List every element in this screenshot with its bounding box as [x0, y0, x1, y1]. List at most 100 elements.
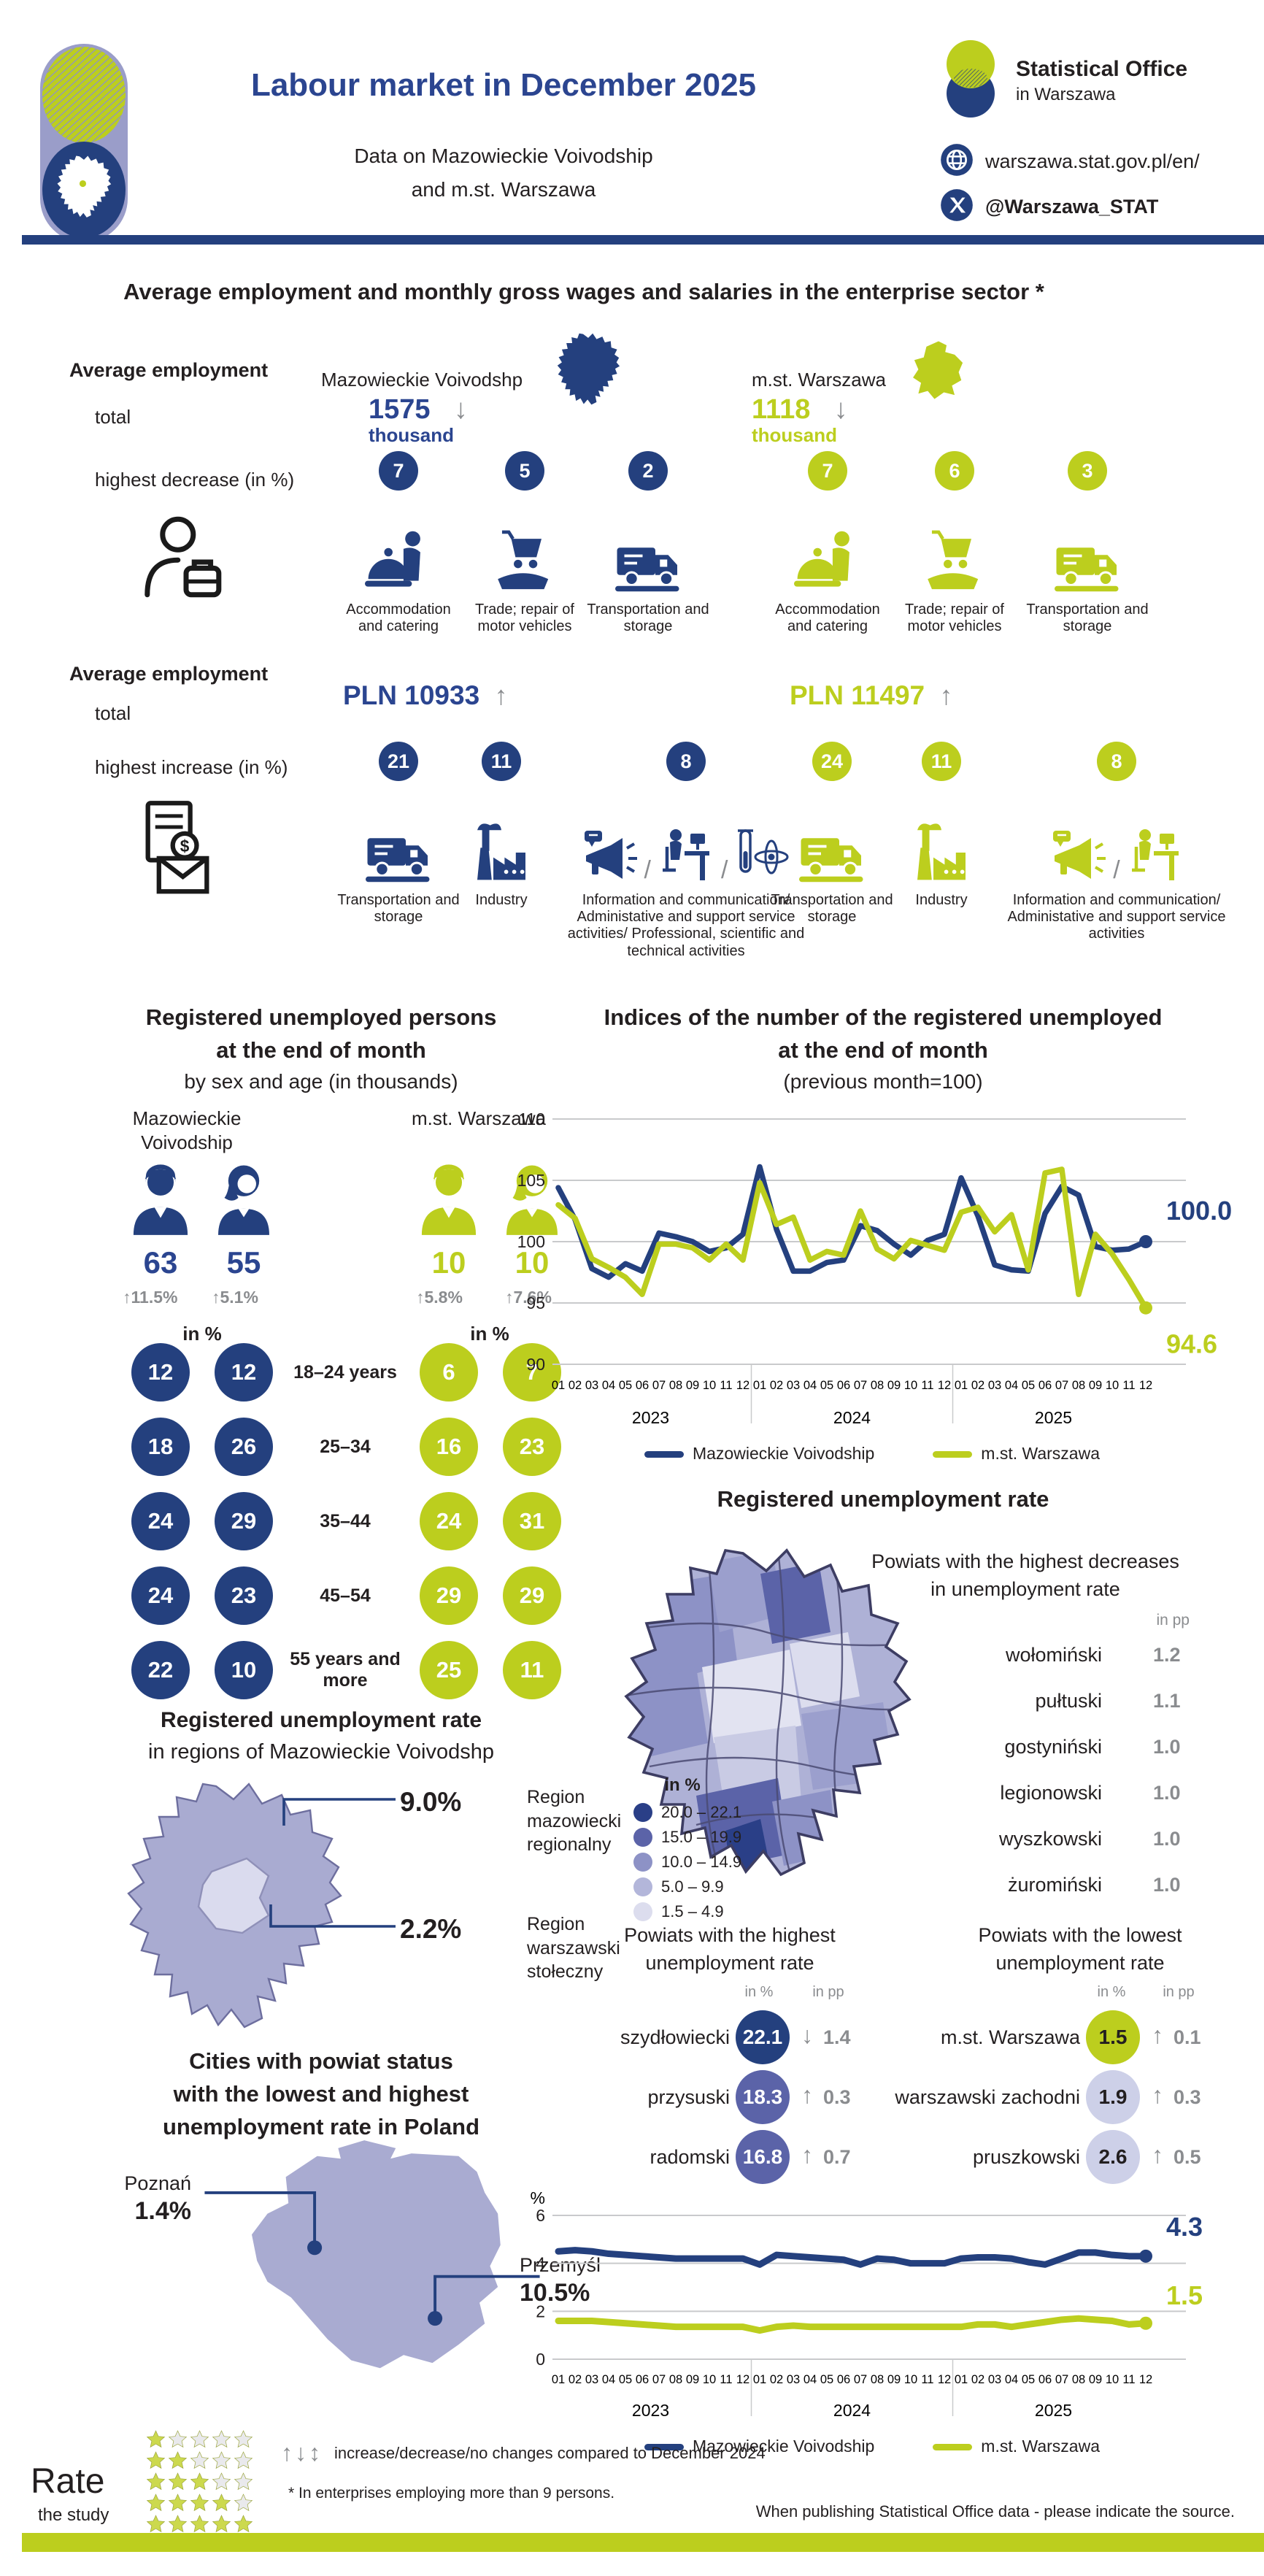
powiat-name: gostyniński — [1004, 1736, 1102, 1758]
powiat-rate-row: m.st. Warszawa 1.5 ↑ 0.1 — [0, 2009, 1264, 2067]
age-range-label: 18–24 years — [293, 1361, 397, 1383]
star-rating-row[interactable] — [146, 2450, 253, 2470]
svg-text:07: 07 — [652, 1379, 666, 1392]
sector-pct-badge: 8 — [1097, 742, 1136, 781]
svg-text:02: 02 — [971, 1379, 984, 1392]
star-icon[interactable] — [146, 2472, 166, 2491]
svg-text:08: 08 — [669, 2373, 682, 2386]
svg-text:01: 01 — [552, 1379, 565, 1392]
svg-text:06: 06 — [1038, 1379, 1052, 1392]
powiat-name: legionowski — [1000, 1782, 1102, 1804]
rate-chart-legend: Mazowieckie Voivodship m.st. Warszawa — [504, 2437, 1241, 2456]
legend-item-warszawa: m.st. Warszawa — [933, 2437, 1100, 2456]
change-value: 0.5 — [1174, 2146, 1201, 2168]
wages-metric-label: highest increase (in %) — [95, 756, 288, 778]
svg-text:6: 6 — [536, 2206, 545, 2225]
powiat-value: 1.0 — [1153, 1874, 1181, 1896]
age-value-waw-female: 11 — [503, 1641, 561, 1699]
star-icon[interactable] — [168, 2450, 188, 2470]
capsule-graphic — [40, 44, 128, 242]
age-value-waw-male: 25 — [420, 1641, 478, 1699]
star-icon[interactable] — [190, 2493, 209, 2512]
svg-text:03: 03 — [988, 1379, 1001, 1392]
svg-text:10: 10 — [703, 2373, 716, 2386]
svg-text:08: 08 — [871, 2373, 884, 2386]
star-icon[interactable] — [168, 2472, 188, 2491]
star-rating-row[interactable] — [146, 2514, 253, 2534]
star-icon[interactable] — [234, 2514, 253, 2534]
svg-text:12: 12 — [938, 2373, 951, 2386]
svg-text:12: 12 — [736, 1379, 749, 1392]
star-rating-widget[interactable] — [146, 2429, 253, 2535]
star-icon[interactable] — [190, 2429, 209, 2449]
warszawa-map-icon — [905, 337, 972, 404]
legend-item-mazowieckie: Mazowieckie Voivodship — [644, 1444, 874, 1464]
svg-text:90: 90 — [526, 1355, 545, 1374]
maz-wage-arrow: ↑ — [494, 680, 508, 710]
svg-text:2025: 2025 — [1035, 1408, 1072, 1427]
sector-pct-badge: 5 — [505, 451, 544, 491]
svg-text:08: 08 — [1072, 1379, 1085, 1392]
star-icon[interactable] — [190, 2450, 209, 2470]
star-icon[interactable] — [190, 2514, 209, 2534]
svg-text:03: 03 — [787, 2373, 800, 2386]
website-link[interactable]: warszawa.stat.gov.pl/en/ — [985, 150, 1200, 172]
powiat-name: szydłowiecki — [620, 2026, 730, 2048]
star-icon[interactable] — [234, 2493, 253, 2512]
powiat-rate-row: szydłowiecki 22.1 ↓ 1.4 — [0, 2009, 1264, 2067]
svg-text:100: 100 — [517, 1232, 545, 1251]
source-note: When publishing Statistical Office data … — [755, 2502, 1235, 2521]
star-icon[interactable] — [146, 2429, 166, 2449]
star-icon[interactable] — [168, 2493, 188, 2512]
age-value-maz-male: 24 — [131, 1492, 190, 1550]
svg-text:95: 95 — [526, 1293, 545, 1312]
star-icon[interactable] — [234, 2429, 253, 2449]
change-arrow: ↑ — [1152, 2142, 1163, 2168]
megaphone-icon — [1049, 826, 1107, 885]
svg-text:12: 12 — [938, 1379, 951, 1392]
star-icon[interactable] — [146, 2514, 166, 2534]
star-icon[interactable] — [212, 2429, 231, 2449]
star-rating-row[interactable] — [146, 2472, 253, 2491]
age-value-maz-female: 12 — [215, 1343, 273, 1402]
accommodation-icon — [794, 527, 861, 594]
slash-separator: / — [1113, 856, 1120, 884]
change-value: 0.1 — [1174, 2026, 1201, 2048]
star-rating-row[interactable] — [146, 2493, 253, 2512]
star-icon[interactable] — [168, 2514, 188, 2534]
cities-title-3: unemployment rate in Poland — [162, 2114, 480, 2139]
mazowieckie-map-icon — [556, 332, 620, 407]
star-icon[interactable] — [146, 2493, 166, 2512]
maz-employment-number: 1575 — [369, 394, 431, 425]
powiat-rate-row: warszawski zachodni 1.9 ↑ 0.3 — [0, 2069, 1264, 2127]
office-desk-icon — [657, 826, 715, 885]
twitter-handle[interactable]: @Warszawa_STAT — [985, 196, 1159, 218]
star-icon[interactable] — [146, 2450, 166, 2470]
svg-text:03: 03 — [988, 2373, 1001, 2386]
star-icon[interactable] — [212, 2514, 231, 2534]
svg-text:12: 12 — [1139, 1379, 1152, 1392]
powiat-name: warszawski zachodni — [895, 2086, 1080, 2108]
star-rating-row[interactable] — [146, 2429, 253, 2449]
waw-wage-number: PLN 11497 — [790, 680, 925, 710]
legend-row: 5.0 – 9.9 — [633, 1875, 741, 1899]
age-value-waw-male: 24 — [420, 1492, 478, 1550]
star-icon[interactable] — [168, 2429, 188, 2449]
decrease-row: żuromiński 1.0 — [839, 1874, 1190, 1903]
star-icon[interactable] — [190, 2472, 209, 2491]
sector-label: Information and communication/ Administa… — [567, 892, 805, 959]
star-icon[interactable] — [234, 2472, 253, 2491]
employment-total-label: total — [95, 406, 131, 428]
star-icon[interactable] — [212, 2493, 231, 2512]
sector-pct-badge: 6 — [935, 451, 974, 491]
sector-pct-badge: 24 — [812, 742, 852, 781]
star-icon[interactable] — [212, 2450, 231, 2470]
powiat-value: 1.0 — [1153, 1736, 1181, 1758]
star-icon[interactable] — [234, 2450, 253, 2470]
svg-text:05: 05 — [820, 2373, 833, 2386]
star-icon[interactable] — [212, 2472, 231, 2491]
age-row: 18 26 25–34 16 23 — [0, 1418, 598, 1476]
powiat-value: 1.0 — [1153, 1828, 1181, 1850]
indices-chart-title-3: (previous month=100) — [783, 1070, 983, 1093]
